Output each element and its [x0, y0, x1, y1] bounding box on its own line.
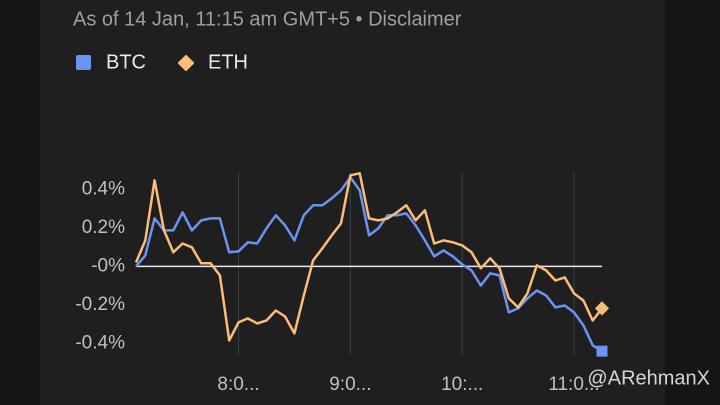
legend-swatch [177, 54, 195, 72]
watermark: @ARehmanX [587, 367, 710, 389]
x-tick-label: 8:0... [217, 374, 259, 395]
y-tick-label: -0% [91, 255, 125, 276]
legend-label: BTC [106, 51, 146, 73]
y-tick-label: 0.4% [82, 178, 125, 199]
series-line [135, 176, 603, 353]
panel [40, 0, 665, 405]
legend: BTC ETH [76, 51, 248, 73]
series-line [134, 172, 603, 342]
end-marker [594, 301, 610, 316]
x-tick-label: 11:0... [548, 374, 599, 395]
legend-swatch [76, 55, 91, 70]
y-tick-label: -0.4% [75, 332, 125, 353]
x-tick-label: 9:0... [329, 374, 371, 395]
x-tick-label: 10:... [441, 374, 483, 395]
subtitle: As of 14 Jan, 11:15 am GMT+5 • Disclaime… [73, 8, 462, 30]
legend-label: ETH [208, 51, 248, 73]
end-marker [596, 345, 608, 357]
y-tick-label: -0.2% [75, 294, 125, 315]
y-tick-label: 0.2% [82, 217, 125, 238]
